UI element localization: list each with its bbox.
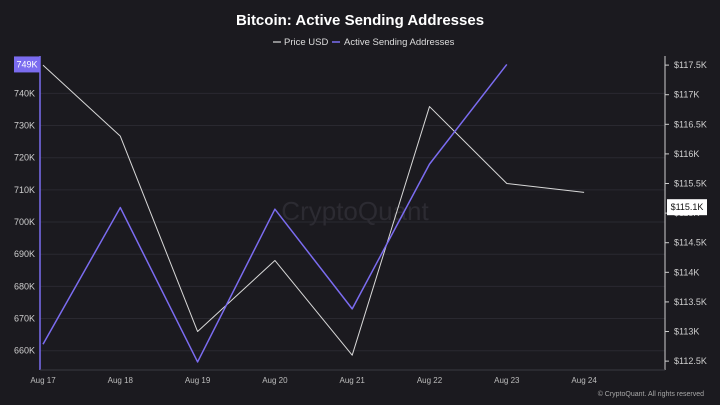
x-tick-label: Aug 23 <box>494 376 520 385</box>
y-left-tick-label: 740K <box>14 88 35 98</box>
y-right-tick-label: $116K <box>674 149 699 159</box>
y-left-ticks: 660K 670K 680K 690K 700K 710K 720K 730K 740K <box>14 88 35 355</box>
series <box>42 63 585 363</box>
copyright-footer: © CryptoQuant. All rights reserved <box>598 390 704 398</box>
current-value-label-left: 749K <box>16 59 37 69</box>
x-tick-label: Aug 24 <box>571 376 597 385</box>
current-value-badge-left <box>14 56 40 73</box>
watermark: CryptoQuant <box>281 196 429 226</box>
x-tick-label: Aug 22 <box>417 376 443 385</box>
x-tick-label: Aug 17 <box>30 376 56 385</box>
x-axis-ticks: Aug 17 Aug 18 Aug 19 Aug 20 Aug 21 Aug 22 Aug … <box>30 376 597 385</box>
y-right-tick-label: $117.5K <box>674 60 707 70</box>
y-right-tick-label: $113K <box>674 327 699 337</box>
y-left-tick-label: 700K <box>14 217 35 227</box>
chart-title: Bitcoin: Active Sending Addresses <box>236 12 484 29</box>
series-line-addresses <box>42 63 508 363</box>
x-tick-label: Aug 20 <box>262 376 288 385</box>
legend-label-price: Price USD <box>284 37 328 48</box>
y-right-tick-label: $115.5K <box>674 179 707 189</box>
y-left-tick-label: 690K <box>14 249 35 259</box>
legend: Price USD Active Sending Addresses <box>273 37 455 48</box>
y-left-tick-label: 670K <box>14 314 35 324</box>
y-left-tick-label: 730K <box>14 121 35 131</box>
y-right-tick-label: $114.5K <box>674 238 707 248</box>
y-right-tick-label: $117K <box>674 90 699 100</box>
current-value-badges: 749K $115.1K <box>14 56 707 216</box>
y-right-tick-label: $116.5K <box>674 119 707 129</box>
y-right-tick-label: $113.5K <box>674 297 707 307</box>
y-left-tick-label: 720K <box>14 153 35 163</box>
current-value-label-right: $115.1K <box>671 202 704 212</box>
x-tick-label: Aug 19 <box>185 376 211 385</box>
x-tick-label: Aug 21 <box>340 376 366 385</box>
y-right-tick-label: $114K <box>674 267 699 277</box>
y-left-tick-label: 710K <box>14 185 35 195</box>
series-line-price <box>42 64 585 356</box>
x-tick-label: Aug 18 <box>108 376 134 385</box>
y-left-tick-label: 660K <box>14 346 35 356</box>
y-right-tick-label: $112.5K <box>674 356 707 366</box>
legend-label-addresses: Active Sending Addresses <box>344 37 455 48</box>
current-value-badge-right <box>667 199 707 216</box>
y-right-ticks: $112.5K$113K$113.5K$114K$114.5K$115K$115… <box>665 60 707 366</box>
y-left-tick-label: 680K <box>14 281 35 291</box>
